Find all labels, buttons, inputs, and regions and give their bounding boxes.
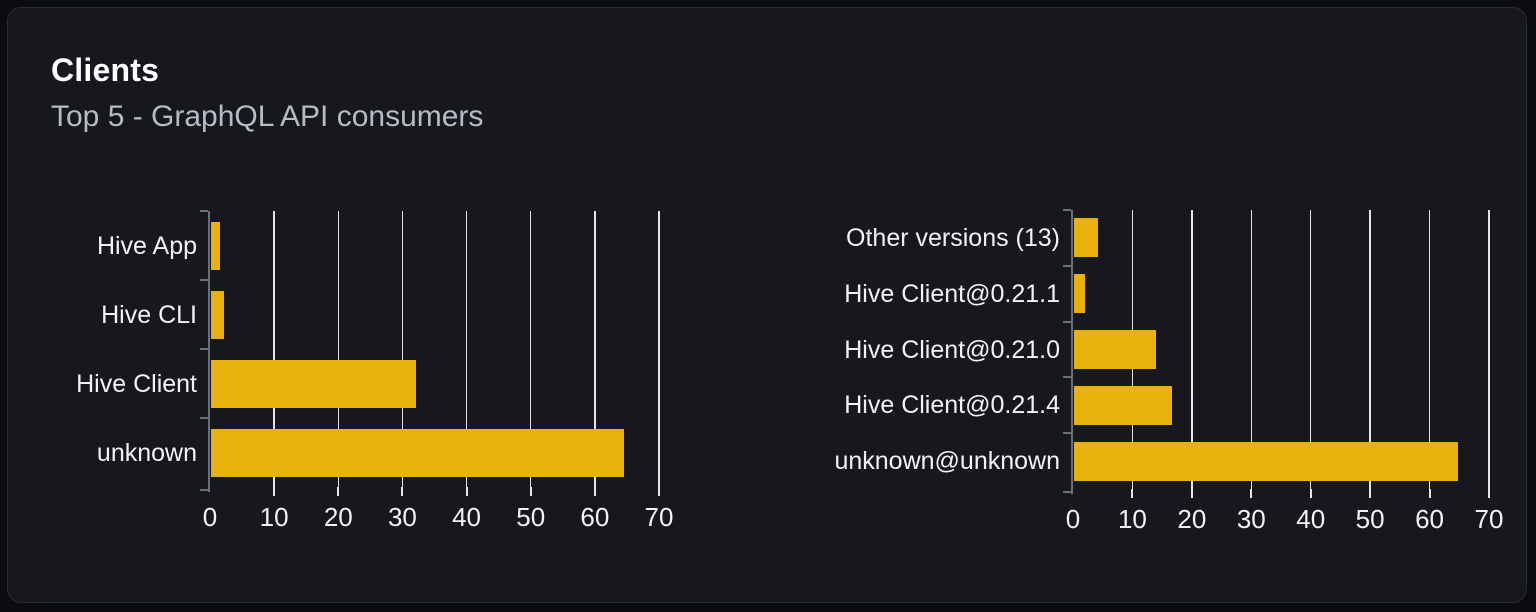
panel-subtitle: Top 5 - GraphQL API consumers <box>51 100 484 133</box>
clients-panel: Clients Top 5 - GraphQL API consumers <box>7 7 1527 603</box>
panel-title: Clients <box>51 52 160 88</box>
